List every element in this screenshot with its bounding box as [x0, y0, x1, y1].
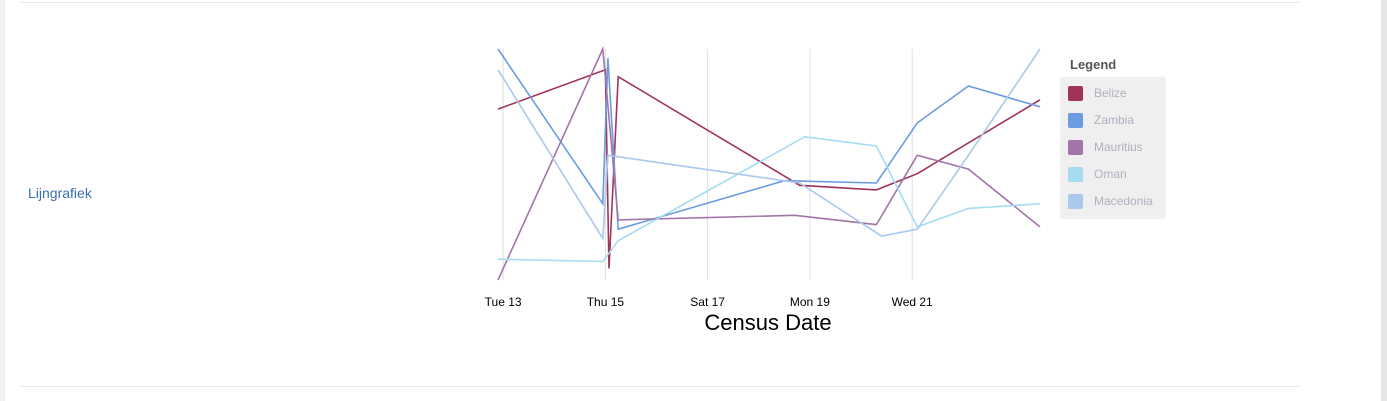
legend-label-oman[interactable]: Oman [1094, 167, 1127, 181]
series-line-zambia[interactable] [497, 48, 1041, 231]
top-divider [20, 2, 1300, 3]
legend-label-mauritius[interactable]: Mauritius [1094, 140, 1143, 154]
legend-swatch-belize [1068, 86, 1083, 101]
scrollbar-track[interactable] [1381, 0, 1387, 401]
series-line-oman[interactable] [497, 135, 1041, 263]
x-axis-ticks: Tue 13 Thu 15 Sat 17 Mon 19 Wed 21 [485, 295, 933, 309]
legend-swatch-oman [1068, 167, 1083, 182]
legend-swatch-macedonia [1068, 194, 1083, 209]
legend-swatch-zambia [1068, 113, 1083, 128]
series-line-mauritius[interactable] [497, 45, 1041, 281]
bottom-divider [20, 386, 1300, 387]
x-axis-title: Census Date [704, 310, 831, 335]
x-tick-label: Thu 15 [587, 295, 625, 309]
legend-swatch-mauritius [1068, 140, 1083, 155]
x-tick-label: Sat 17 [690, 295, 725, 309]
chart-type-link[interactable]: Lijngrafiek [28, 185, 92, 201]
legend-label-belize[interactable]: Belize [1094, 86, 1127, 100]
legend-box [1060, 77, 1166, 219]
x-tick-label: Mon 19 [790, 295, 830, 309]
series-line-macedonia[interactable] [497, 48, 1041, 241]
legend-label-zambia[interactable]: Zambia [1094, 113, 1134, 127]
legend-title: Legend [1070, 57, 1116, 72]
x-tick-label: Wed 21 [892, 295, 933, 309]
x-tick-label: Tue 13 [485, 295, 522, 309]
chart-legend: Legend Belize Zambia Mauritius Oman Macedoni… [1060, 57, 1166, 219]
chart-grid [502, 49, 913, 280]
chart-series-lines [497, 45, 1041, 281]
legend-label-macedonia[interactable]: Macedonia [1094, 194, 1153, 208]
